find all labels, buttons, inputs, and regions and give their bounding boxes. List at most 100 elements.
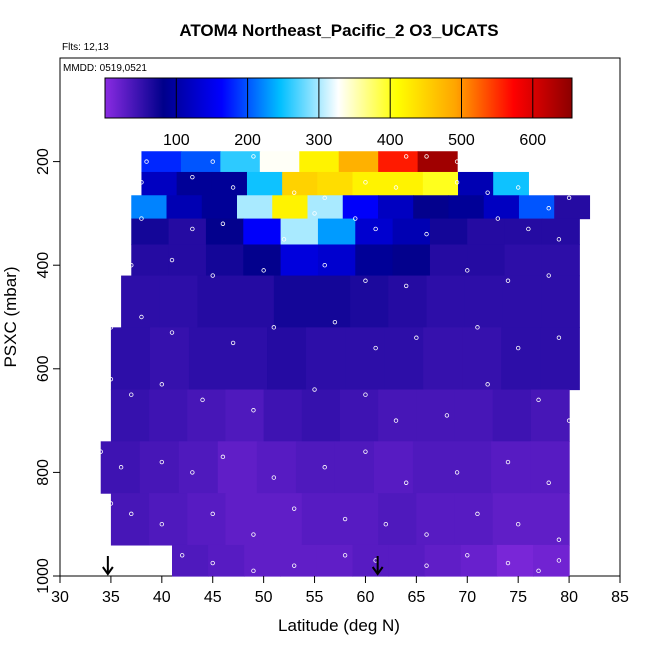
sample-point bbox=[363, 449, 368, 454]
x-tick-label: 60 bbox=[357, 589, 375, 606]
heatmap-cell bbox=[197, 275, 237, 328]
colorbar bbox=[104, 77, 573, 119]
heatmap-cell bbox=[417, 151, 458, 173]
heatmap-cell bbox=[100, 441, 141, 494]
heatmap-cell bbox=[178, 441, 219, 494]
sample-point bbox=[373, 226, 378, 232]
heatmap-cell bbox=[110, 493, 150, 546]
sample-point bbox=[108, 325, 114, 330]
sample-point bbox=[190, 174, 195, 180]
heatmap-cell bbox=[429, 218, 468, 246]
sample-point bbox=[536, 568, 541, 574]
sample-point bbox=[403, 154, 409, 159]
x-tick-label: 30 bbox=[51, 589, 69, 606]
heatmap-cell bbox=[413, 195, 450, 220]
heatmap-cell bbox=[464, 275, 504, 328]
sample-point bbox=[373, 345, 378, 351]
heatmap-cell bbox=[244, 544, 281, 577]
heatmap-cell bbox=[492, 389, 532, 442]
dates-note: MMDD: 0519,0521 bbox=[63, 63, 147, 74]
colorbar-tick-label: 300 bbox=[306, 132, 333, 149]
sample-point bbox=[465, 553, 470, 558]
heatmap-cell bbox=[131, 244, 170, 277]
sample-point bbox=[108, 376, 114, 382]
heatmap-cell bbox=[295, 441, 336, 494]
heatmap-cell bbox=[159, 275, 199, 328]
sample-point bbox=[556, 537, 562, 542]
sample-point bbox=[546, 206, 551, 211]
heatmap-cell bbox=[317, 218, 356, 246]
heatmap-cell bbox=[532, 544, 570, 577]
heatmap-cell bbox=[541, 275, 580, 328]
heatmap-cell bbox=[377, 195, 414, 220]
chart-title: ATOM4 Northeast_Pacific_2 O3_UCATS bbox=[179, 21, 498, 40]
y-tick-label: 600 bbox=[35, 355, 52, 382]
heatmap-cell bbox=[205, 218, 244, 246]
heatmap-cell bbox=[301, 389, 341, 442]
heatmap-cell bbox=[259, 151, 300, 173]
heatmap-cell bbox=[187, 493, 227, 546]
heatmap-cell bbox=[263, 389, 303, 442]
heatmap-cell bbox=[121, 275, 160, 328]
flight-marker-arrowhead bbox=[371, 566, 384, 576]
heatmap-cell bbox=[237, 195, 273, 220]
sample-point bbox=[403, 283, 409, 289]
heatmap-cell bbox=[350, 275, 389, 328]
heatmap-cell bbox=[540, 327, 580, 391]
heatmap-cell bbox=[340, 493, 379, 546]
y-tick-label: 800 bbox=[35, 459, 52, 486]
sample-point bbox=[251, 532, 256, 537]
flight-marker-arrowhead bbox=[102, 566, 114, 576]
flight-markers bbox=[102, 556, 384, 576]
sample-point bbox=[179, 553, 185, 558]
heatmap-cell bbox=[452, 441, 492, 494]
sample-point bbox=[220, 454, 226, 460]
heatmap-cell bbox=[504, 218, 543, 246]
heatmap-cell bbox=[317, 244, 356, 277]
sample-point bbox=[424, 154, 429, 159]
sample-point bbox=[515, 522, 521, 527]
heatmap-cell bbox=[273, 275, 313, 328]
sample-point bbox=[342, 553, 348, 558]
sample-point bbox=[505, 560, 511, 566]
heatmap-cell bbox=[345, 327, 385, 391]
x-axis: 30 35 40 45 50 55 60 65 70 75 80 85 bbox=[51, 576, 629, 606]
sample-point bbox=[332, 319, 338, 325]
sample-point bbox=[200, 397, 205, 403]
sample-point bbox=[210, 273, 215, 278]
sample-point bbox=[454, 470, 460, 475]
heatmap-cell bbox=[228, 327, 268, 391]
sample-point bbox=[454, 180, 460, 185]
sample-point bbox=[251, 408, 256, 413]
heatmap-cell bbox=[168, 244, 207, 277]
heatmap-cell bbox=[110, 389, 150, 442]
sample-point bbox=[261, 268, 266, 273]
heatmap-cell bbox=[491, 441, 531, 494]
sample-point bbox=[159, 459, 165, 465]
sample-point bbox=[139, 216, 144, 221]
heatmap-cell bbox=[168, 218, 207, 246]
sample-point bbox=[556, 558, 562, 563]
heatmap-cell bbox=[280, 544, 317, 577]
heatmap-cell bbox=[384, 327, 424, 391]
sample-point bbox=[118, 221, 124, 226]
sample-point bbox=[230, 185, 236, 190]
sample-point bbox=[190, 470, 195, 475]
sample-point bbox=[363, 180, 368, 185]
sample-point bbox=[505, 278, 511, 283]
heatmap-cell bbox=[217, 441, 258, 494]
heatmap-cell bbox=[530, 389, 570, 442]
sample-point bbox=[108, 273, 114, 278]
heatmap-cell bbox=[110, 327, 151, 391]
sample-point bbox=[271, 475, 277, 480]
heatmap-cell bbox=[422, 171, 459, 196]
colorbar-tick-label: 500 bbox=[448, 132, 475, 149]
heatmap-cell bbox=[423, 327, 463, 391]
sample-point bbox=[210, 560, 215, 566]
heatmap-cell bbox=[392, 218, 431, 246]
heatmap-cell bbox=[462, 327, 502, 391]
heatmap-cell bbox=[429, 244, 468, 277]
sample-point bbox=[444, 413, 450, 418]
sample-point bbox=[515, 185, 521, 190]
